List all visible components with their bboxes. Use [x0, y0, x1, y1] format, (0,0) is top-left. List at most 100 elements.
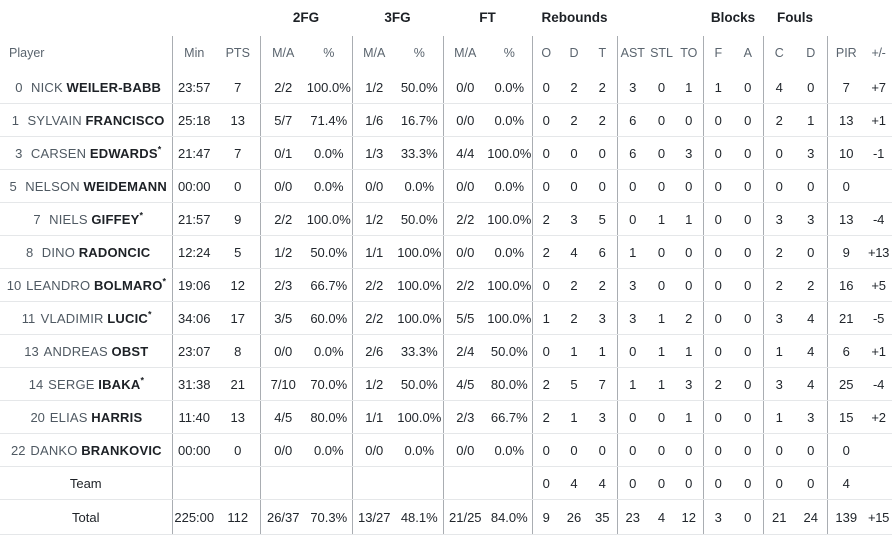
group-header-rebounds: Rebounds	[541, 10, 608, 26]
cell-blk-a: 0	[733, 433, 764, 467]
cell-stl: 0	[648, 235, 676, 269]
cell-pm: +2	[865, 400, 892, 434]
cell-fg2-pct: 70.3%	[306, 499, 353, 535]
cell-fg3-pct: 16.7%	[396, 103, 444, 137]
cell-blk-a: 0	[733, 169, 764, 203]
cell-foul-c: 21	[762, 499, 796, 535]
cell-pts: 13	[216, 103, 260, 137]
cell-foul-c: 0	[762, 466, 796, 500]
cell-ft-pct: 0.0%	[487, 103, 533, 137]
cell-reb-o: 0	[531, 71, 561, 104]
cell-stl: 1	[648, 202, 676, 236]
cell-reb-o: 1	[531, 301, 561, 335]
cell-pts: 0	[216, 169, 260, 203]
cell-blk-f: 0	[702, 268, 734, 302]
cell-ft-ma: 0/0	[442, 71, 488, 104]
cell-reb-o: 0	[531, 268, 561, 302]
cell-reb-t: 3	[588, 400, 618, 434]
player-last-name: IBAKA	[98, 376, 141, 392]
player-last-name: FRANCISCO	[85, 112, 165, 128]
cell-pts: 17	[216, 301, 260, 335]
jersey-number: 22	[11, 442, 26, 458]
cell-fg3-pct: 0.0%	[396, 433, 444, 467]
player-name-cell: 3 CARSEN EDWARDS*	[0, 136, 172, 170]
cell-pir: 16	[826, 268, 866, 302]
player-first-name: DANKO	[30, 442, 78, 458]
player-first-name: LEANDRO	[26, 277, 91, 293]
cell-to: 1	[675, 71, 704, 104]
col-header-3fg-ma: M/A	[351, 36, 397, 71]
cell-stl: 1	[648, 334, 676, 368]
cell-pts	[216, 466, 260, 500]
col-header-reb-t: T	[598, 46, 607, 61]
cell-pir: 7	[826, 71, 866, 104]
cell-blk-f: 0	[702, 433, 734, 467]
cell-reb-t: 1	[588, 334, 618, 368]
player-row: 0 NICK WEILER-BABB 23:57 7 2/2 100.0% 1/2 50.0…	[0, 71, 892, 104]
cell-fg2-pct: 70.0%	[306, 367, 353, 401]
box-score-body: 0 NICK WEILER-BABB 23:57 7 2/2 100.0% 1/2 50.0…	[0, 71, 892, 535]
cell-foul-d: 0	[795, 169, 828, 203]
cell-reb-d: 0	[560, 433, 589, 467]
column-header-row: Player Min PTS M/A % M/A % M/A % O D T A…	[0, 36, 892, 71]
cell-stl: 0	[648, 136, 676, 170]
cell-fg3-pct: 50.0%	[396, 367, 444, 401]
cell-blk-a: 0	[733, 235, 764, 269]
player-name-cell: 0 NICK WEILER-BABB	[0, 71, 172, 104]
cell-ft-pct: 50.0%	[487, 334, 533, 368]
cell-reb-d: 0	[560, 136, 589, 170]
total-row-label: Total	[0, 499, 172, 535]
cell-min: 19:06	[171, 268, 216, 302]
cell-blk-f: 0	[702, 301, 734, 335]
cell-pm: +13	[865, 235, 892, 269]
cell-foul-c: 3	[762, 301, 796, 335]
cell-reb-d: 2	[560, 268, 589, 302]
cell-reb-d: 4	[560, 466, 589, 500]
cell-ft-pct: 100.0%	[487, 268, 533, 302]
cell-fg2-pct: 0.0%	[306, 169, 353, 203]
cell-ft-ma: 2/4	[442, 334, 488, 368]
cell-foul-d: 0	[795, 433, 828, 467]
cell-ft-pct	[487, 466, 533, 500]
cell-ft-ma: 4/4	[442, 136, 488, 170]
cell-fg2-pct: 66.7%	[306, 268, 353, 302]
player-last-name: BOLMARO	[93, 277, 163, 293]
player-row: 10 LEANDRO BOLMARO* 19:06 12 2/3 66.7% 2/2 100…	[0, 268, 892, 302]
cell-fg2-ma: 0/0	[259, 433, 306, 467]
cell-blk-a: 0	[733, 202, 764, 236]
cell-reb-t: 6	[588, 235, 618, 269]
cell-ft-pct: 100.0%	[487, 136, 533, 170]
cell-pts: 7	[216, 71, 260, 104]
cell-min: 25:18	[171, 103, 216, 137]
cell-pm: +5	[865, 268, 892, 302]
cell-reb-o: 0	[531, 169, 561, 203]
cell-foul-d: 0	[795, 71, 828, 104]
cell-pts: 9	[216, 202, 260, 236]
cell-stl: 4	[648, 499, 676, 535]
cell-blk-f: 0	[702, 466, 734, 500]
cell-fg2-ma: 0/0	[259, 334, 306, 368]
cell-ft-pct: 100.0%	[487, 202, 533, 236]
cell-to: 0	[675, 169, 704, 203]
cell-ft-ma: 2/2	[442, 202, 488, 236]
player-row: 7 NIELS GIFFEY* 21:57 9 2/2 100.0% 1/2 50.0% 2/…	[0, 202, 892, 236]
cell-foul-d: 4	[795, 367, 828, 401]
cell-foul-c: 0	[762, 433, 796, 467]
cell-pts: 5	[216, 235, 260, 269]
cell-reb-t: 4	[588, 466, 618, 500]
cell-fg3-pct: 33.3%	[396, 136, 444, 170]
cell-reb-t: 2	[588, 71, 618, 104]
col-header-plus-minus: +/-	[871, 46, 886, 61]
group-header-ft: FT	[479, 10, 496, 26]
player-row: 13 ANDREAS OBST 23:07 8 0/0 0.0% 2/6 33.3% 2/4 5…	[0, 334, 892, 368]
cell-foul-c: 2	[762, 235, 796, 269]
cell-ast: 0	[616, 202, 649, 236]
cell-ast: 3	[616, 71, 649, 104]
cell-blk-f: 0	[702, 202, 734, 236]
cell-pm	[865, 169, 892, 203]
group-header-3fg: 3FG	[384, 10, 411, 26]
cell-min: 34:06	[171, 301, 216, 335]
col-header-stl: STL	[650, 46, 673, 61]
cell-pm: +15	[865, 499, 892, 535]
cell-foul-c: 3	[762, 367, 796, 401]
